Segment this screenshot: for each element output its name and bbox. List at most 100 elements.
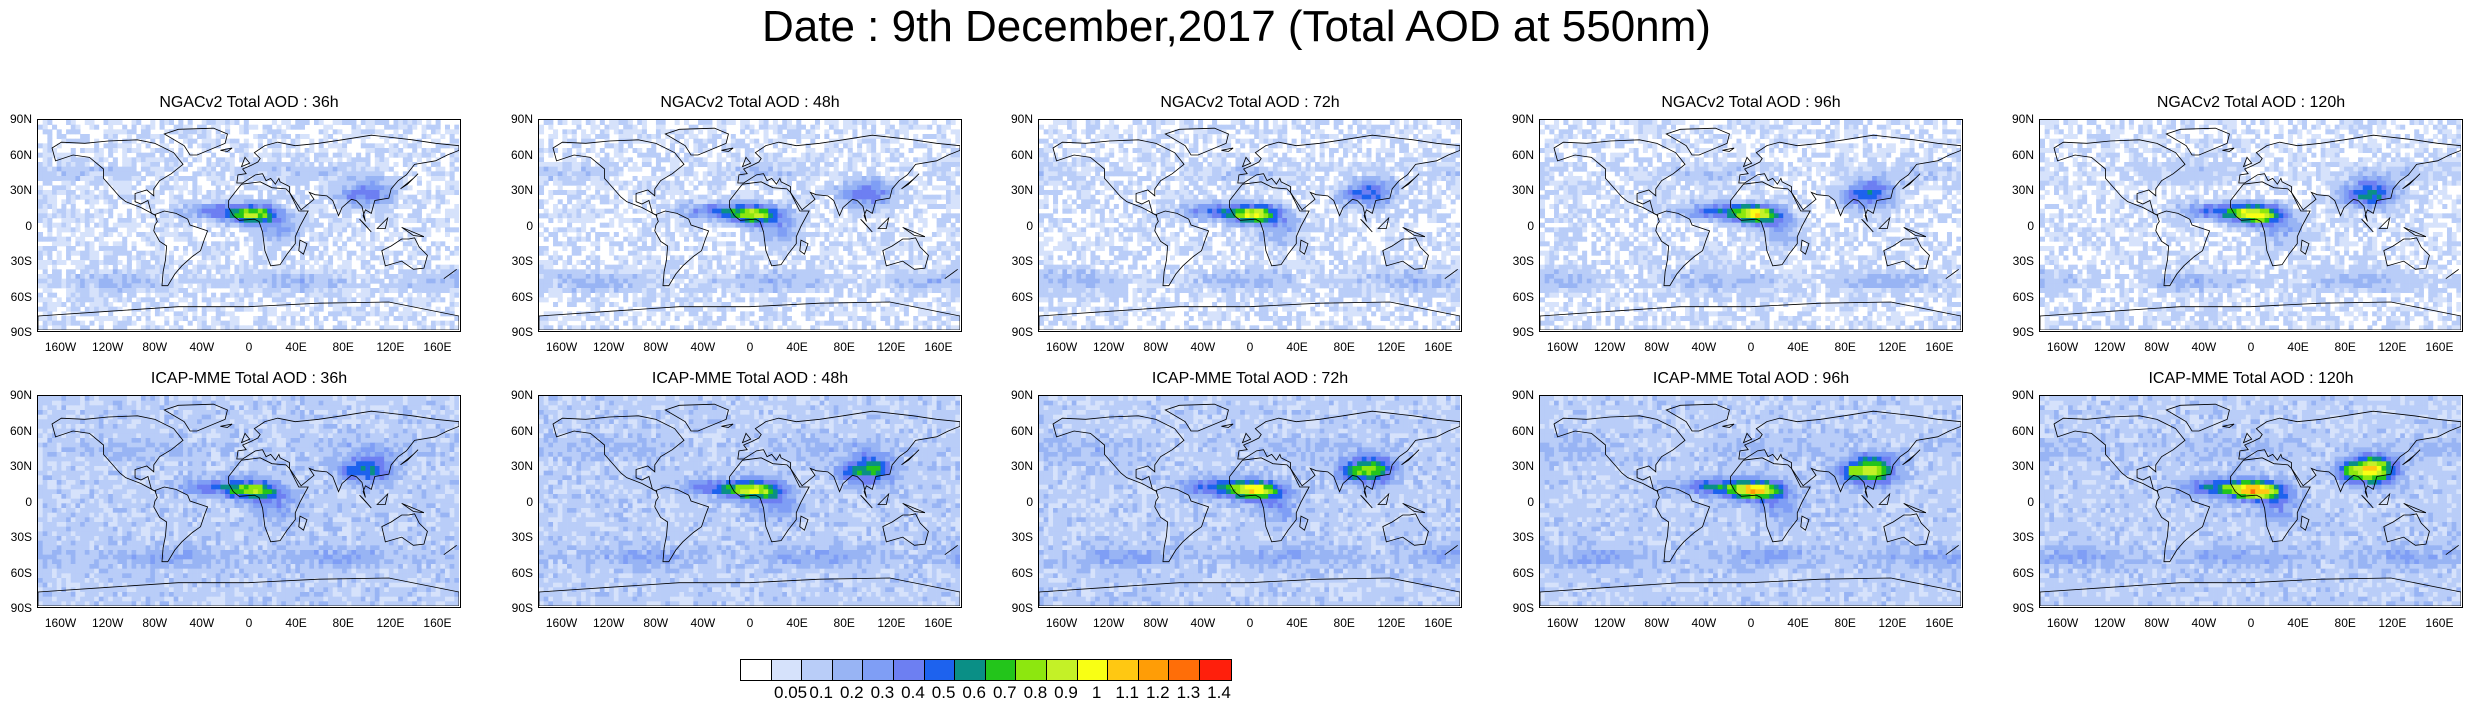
aod-cell xyxy=(52,307,57,312)
aod-cell xyxy=(351,157,356,162)
aod-cell xyxy=(642,241,647,246)
aod-cell xyxy=(197,321,202,326)
aod-cell xyxy=(848,148,853,153)
aod-cell xyxy=(792,134,797,139)
aod-cell xyxy=(281,293,286,298)
aod-cell xyxy=(450,307,455,312)
aod-cell xyxy=(750,232,755,237)
aod-cell xyxy=(192,279,197,284)
aod-cell xyxy=(572,246,577,251)
aod-cell xyxy=(581,176,586,181)
aod-cell xyxy=(342,218,347,223)
aod-cell xyxy=(693,195,698,200)
aod-cell xyxy=(216,181,221,186)
aod-cell xyxy=(202,274,207,279)
aod-cell xyxy=(239,167,244,172)
aod-cell xyxy=(955,260,960,265)
aod-cell xyxy=(768,227,773,232)
aod-cell xyxy=(932,251,937,256)
aod-cell xyxy=(337,227,342,232)
aod-cell xyxy=(398,293,403,298)
aod-cell xyxy=(675,181,680,186)
aod-cell xyxy=(731,232,736,237)
aod-cell xyxy=(412,283,417,288)
aod-cell xyxy=(309,255,314,260)
aod-cell xyxy=(295,321,300,326)
aod-cell xyxy=(365,260,370,265)
aod-cell xyxy=(169,255,174,260)
aod-cell xyxy=(829,181,834,186)
aod-cell xyxy=(412,199,417,204)
aod-cell xyxy=(38,251,43,256)
aod-cell xyxy=(918,125,923,130)
aod-cell xyxy=(272,195,277,200)
aod-cell xyxy=(750,209,755,214)
aod-cell xyxy=(66,241,71,246)
aod-cell xyxy=(586,195,591,200)
aod-cell xyxy=(937,125,942,130)
aod-cell xyxy=(553,251,558,256)
aod-cell xyxy=(103,241,108,246)
aod-cell xyxy=(913,209,918,214)
aod-cell xyxy=(52,269,57,274)
aod-cell xyxy=(389,167,394,172)
aod-cell xyxy=(590,218,595,223)
aod-cell xyxy=(454,279,459,284)
aod-cell xyxy=(946,246,951,251)
aod-cell xyxy=(394,232,399,237)
aod-cell xyxy=(178,199,183,204)
aod-cell xyxy=(787,213,792,218)
aod-cell xyxy=(85,311,90,316)
aod-cell xyxy=(941,255,946,260)
aod-cell xyxy=(103,185,108,190)
aod-cell xyxy=(558,162,563,167)
aod-cell xyxy=(66,176,71,181)
aod-cell xyxy=(47,167,52,172)
aod-cell xyxy=(216,232,221,237)
aod-cell xyxy=(431,255,436,260)
aod-cell xyxy=(852,162,857,167)
aod-cell xyxy=(857,171,862,176)
aod-cell xyxy=(220,195,225,200)
aod-cell xyxy=(183,279,188,284)
aod-cell xyxy=(628,195,633,200)
aod-cell xyxy=(824,134,829,139)
aod-cell xyxy=(211,279,216,284)
aod-cell xyxy=(389,251,394,256)
aod-cell xyxy=(754,209,759,214)
aod-cell xyxy=(258,321,263,326)
aod-cell xyxy=(361,204,366,209)
aod-cell xyxy=(576,218,581,223)
aod-cell xyxy=(651,260,656,265)
aod-cell xyxy=(160,251,165,256)
aod-cell xyxy=(544,209,549,214)
aod-cell xyxy=(323,246,328,251)
aod-cell xyxy=(651,269,656,274)
aod-cell xyxy=(337,176,342,181)
aod-cell xyxy=(75,283,80,288)
aod-cell xyxy=(146,265,151,270)
aod-cell xyxy=(108,246,113,251)
aod-cell xyxy=(351,325,356,330)
aod-cell xyxy=(764,265,769,270)
aod-cell xyxy=(108,162,113,167)
aod-cell xyxy=(71,251,76,256)
aod-cell xyxy=(113,283,118,288)
aod-cell xyxy=(403,241,408,246)
aod-cell xyxy=(848,260,853,265)
aod-cell xyxy=(263,213,268,218)
aod-cell xyxy=(768,209,773,214)
aod-cell xyxy=(342,265,347,270)
aod-cell xyxy=(136,223,141,228)
aod-cell xyxy=(160,269,165,274)
aod-cell xyxy=(740,223,745,228)
aod-cell xyxy=(684,204,689,209)
aod-cell xyxy=(628,143,633,148)
aod-cell xyxy=(398,213,403,218)
aod-cell xyxy=(656,227,661,232)
aod-cell xyxy=(244,204,249,209)
aod-cell xyxy=(174,162,179,167)
aod-cell xyxy=(820,265,825,270)
aod-cell xyxy=(581,237,586,242)
aod-cell xyxy=(80,213,85,218)
